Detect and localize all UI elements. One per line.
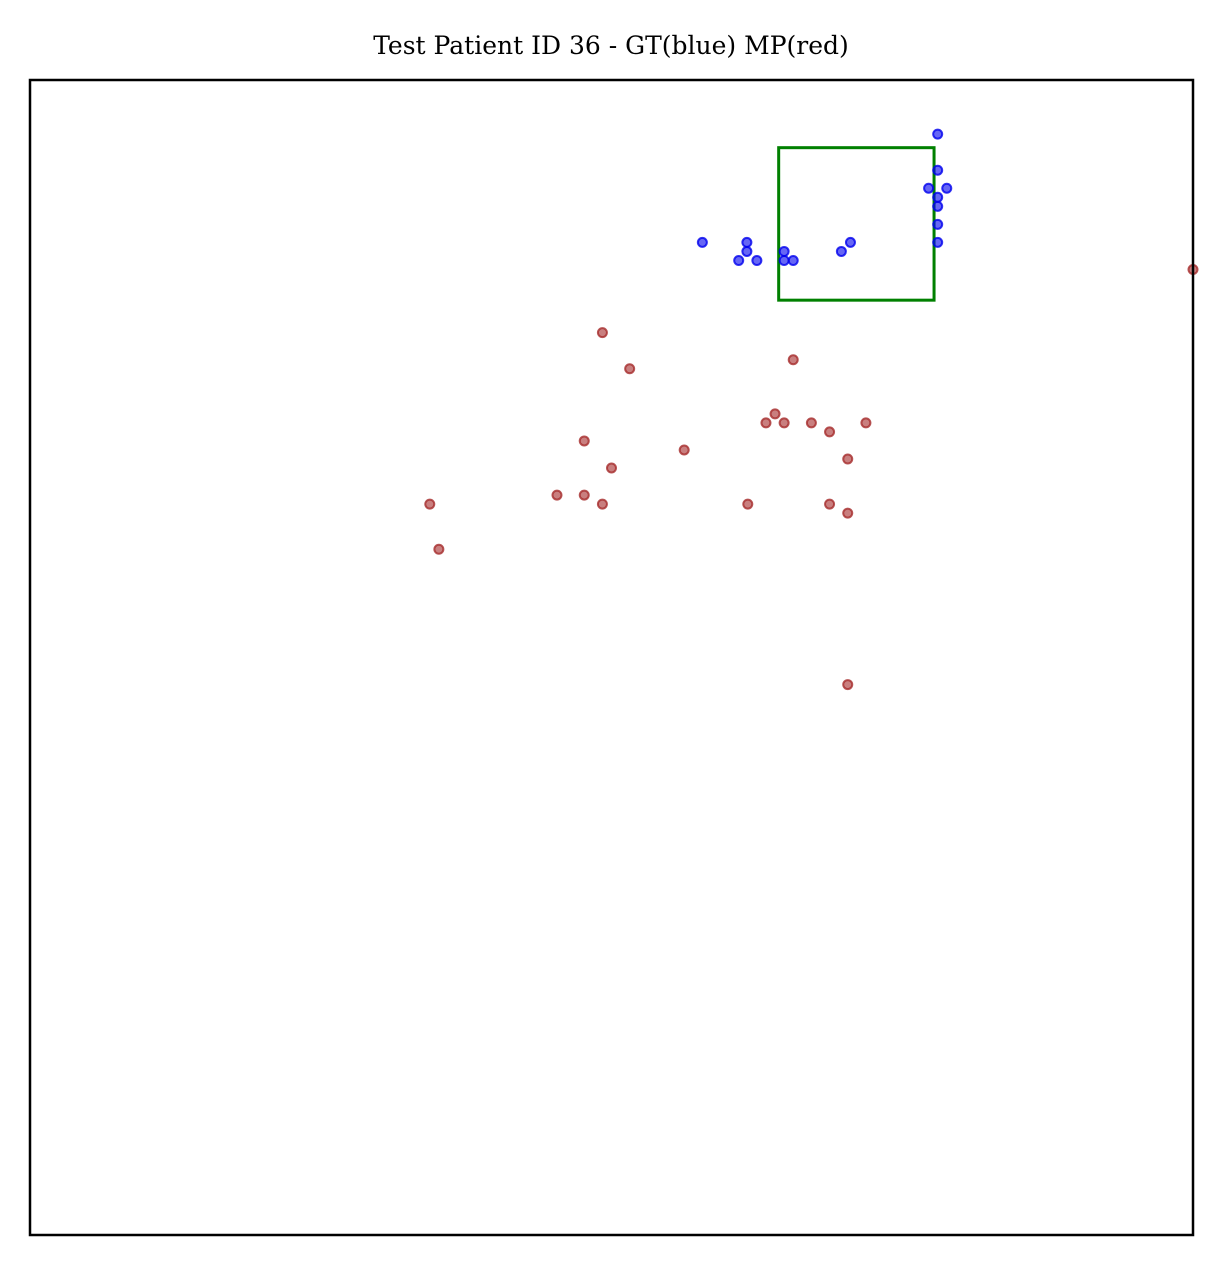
scatter-point bbox=[932, 236, 944, 248]
scatter-point bbox=[424, 498, 436, 510]
scatter-point bbox=[932, 128, 944, 140]
scatter-point bbox=[778, 254, 790, 266]
scatter-point bbox=[932, 164, 944, 176]
bounding-box bbox=[777, 146, 936, 302]
scatter-point bbox=[787, 254, 799, 266]
scatter-point bbox=[842, 679, 854, 691]
scatter-point bbox=[596, 498, 608, 510]
scatter-point bbox=[824, 426, 836, 438]
axes-frame bbox=[28, 78, 1195, 1237]
scatter-point bbox=[932, 191, 944, 203]
scatter-point bbox=[923, 182, 935, 194]
plot-area bbox=[424, 128, 1199, 691]
scatter-point bbox=[842, 507, 854, 519]
scatter-point bbox=[678, 444, 690, 456]
scatter-point bbox=[760, 417, 772, 429]
scatter-point bbox=[733, 254, 745, 266]
scatter-point bbox=[596, 327, 608, 339]
scatter-point bbox=[578, 489, 590, 501]
scatter-point bbox=[932, 218, 944, 230]
scatter-point bbox=[769, 408, 781, 420]
scatter-series-red bbox=[424, 263, 1199, 691]
scatter-point bbox=[787, 354, 799, 366]
scatter-point bbox=[932, 200, 944, 212]
scatter-point bbox=[824, 498, 836, 510]
scatter-point bbox=[941, 182, 953, 194]
scatter-point bbox=[805, 417, 817, 429]
scatter-point bbox=[741, 236, 753, 248]
scatter-point bbox=[842, 453, 854, 465]
scatter-point bbox=[433, 543, 445, 555]
scatter-point bbox=[606, 462, 617, 474]
scatter-series-blue bbox=[696, 128, 953, 266]
scatter-point bbox=[578, 435, 590, 447]
scatter-point bbox=[778, 245, 790, 257]
chart-title: Test Patient ID 36 - GT(blue) MP(red) bbox=[373, 31, 849, 60]
scatter-point bbox=[844, 236, 856, 248]
scatter-point bbox=[778, 417, 790, 429]
scatter-point bbox=[624, 363, 636, 375]
scatter-point bbox=[696, 236, 708, 248]
scatter-point bbox=[742, 498, 754, 510]
scatter-point bbox=[551, 489, 563, 501]
scatter-point bbox=[835, 245, 847, 257]
scatter-point bbox=[860, 417, 872, 429]
scatter-point bbox=[751, 254, 763, 266]
scatter-point bbox=[741, 245, 753, 257]
